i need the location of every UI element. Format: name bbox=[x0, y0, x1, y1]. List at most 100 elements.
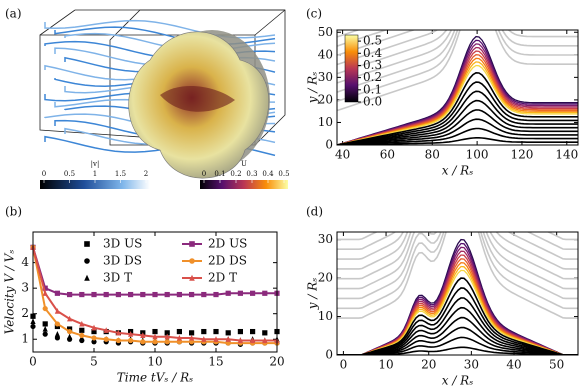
x-axis-label: x / Rₛ bbox=[442, 164, 474, 178]
marker bbox=[115, 329, 121, 336]
legend-label: 3D T bbox=[103, 271, 132, 285]
streamline bbox=[337, 232, 578, 319]
colorbar-tick-label: 0.3 bbox=[246, 170, 257, 178]
marker bbox=[91, 291, 97, 298]
panel-label: (d) bbox=[306, 205, 323, 219]
streamline bbox=[337, 232, 578, 280]
x-tick-label: 20 bbox=[421, 358, 436, 372]
x-tick-label: 10 bbox=[378, 358, 393, 372]
marker bbox=[213, 336, 219, 342]
streamline bbox=[337, 232, 578, 310]
x-tick-label: 30 bbox=[464, 358, 479, 372]
marker bbox=[103, 336, 109, 342]
streamline bbox=[337, 232, 578, 270]
y-tick-label: 4 bbox=[21, 255, 29, 269]
streamline bbox=[332, 0, 581, 28]
marker bbox=[128, 291, 134, 298]
streamline bbox=[337, 30, 578, 112]
x-tick-label: 140 bbox=[555, 148, 578, 162]
streamline bbox=[337, 232, 578, 290]
x-tick-label: 0 bbox=[29, 355, 37, 369]
marker bbox=[176, 291, 182, 298]
streamline bbox=[337, 30, 448, 75]
contour-line bbox=[337, 99, 578, 145]
y-axis-label: y / Rₛ bbox=[306, 72, 320, 105]
legend-marker bbox=[84, 241, 90, 247]
marker bbox=[164, 291, 170, 298]
legend-marker bbox=[84, 258, 90, 264]
marker bbox=[225, 336, 231, 342]
y-tick-label: 10 bbox=[318, 309, 333, 323]
marker bbox=[42, 305, 48, 312]
x-tick-label: 80 bbox=[425, 148, 440, 162]
marker bbox=[115, 291, 121, 298]
x-tick-label: 100 bbox=[466, 148, 489, 162]
marker bbox=[201, 328, 207, 335]
y-axis-label: Velocity V / Vₛ bbox=[3, 250, 17, 335]
axes-frame bbox=[32, 231, 278, 353]
legend-label: 2D DS bbox=[208, 254, 247, 268]
x-tick-label: 60 bbox=[380, 148, 395, 162]
colorbar-tick-label: 2 bbox=[144, 170, 148, 178]
y-tick-label: 20 bbox=[318, 92, 333, 106]
legend-label: 3D DS bbox=[103, 254, 142, 268]
marker bbox=[140, 291, 146, 298]
streamline bbox=[337, 30, 439, 66]
streamline bbox=[337, 30, 389, 47]
x-tick-label: 120 bbox=[511, 148, 534, 162]
x-tick-label: 5 bbox=[90, 355, 98, 369]
x-tick-label: 10 bbox=[147, 355, 162, 369]
marker bbox=[225, 330, 231, 336]
colorbar bbox=[344, 34, 359, 103]
marker bbox=[103, 291, 109, 298]
contour-line bbox=[337, 118, 578, 145]
marker bbox=[79, 327, 85, 333]
y-tick-label: 40 bbox=[318, 47, 333, 61]
panel-label: (a) bbox=[5, 7, 22, 21]
marker bbox=[237, 328, 243, 335]
x-tick-label: 15 bbox=[208, 355, 223, 369]
x-tick-label: 40 bbox=[335, 148, 350, 162]
colorbar bbox=[40, 180, 150, 189]
legend-label: 2D T bbox=[208, 271, 237, 285]
marker bbox=[54, 331, 60, 337]
contours bbox=[332, 0, 581, 145]
colorbar-tick-label: 0.1 bbox=[214, 170, 225, 178]
legend-marker bbox=[189, 274, 195, 281]
marker bbox=[54, 321, 61, 327]
marker bbox=[67, 333, 73, 340]
marker bbox=[91, 328, 97, 335]
legend-marker bbox=[84, 274, 90, 281]
y-tick-label: 1 bbox=[21, 332, 29, 346]
marker bbox=[152, 328, 158, 335]
marker bbox=[237, 337, 243, 344]
legend-label: 3D US bbox=[103, 237, 142, 251]
y-tick-label: 0 bbox=[325, 138, 333, 152]
colorbar-tick-label: 0.4 bbox=[363, 46, 382, 60]
colorbar-tick-label: 1 bbox=[93, 170, 97, 178]
contour-line bbox=[337, 109, 578, 145]
marker bbox=[67, 315, 73, 322]
y-tick-label: 10 bbox=[318, 115, 333, 129]
x-axis-label: Time tVₛ / Rₛ bbox=[117, 371, 193, 385]
axes-frame bbox=[336, 29, 579, 146]
streamline bbox=[337, 30, 578, 84]
streamline bbox=[337, 232, 578, 300]
marker bbox=[164, 330, 170, 336]
colorbar-tick-label: 0.5 bbox=[363, 34, 382, 48]
marker bbox=[250, 328, 256, 335]
marker bbox=[140, 332, 146, 339]
marker bbox=[128, 331, 134, 337]
streamline bbox=[337, 30, 578, 102]
marker bbox=[201, 291, 207, 298]
streamline bbox=[337, 232, 578, 260]
marker bbox=[176, 334, 182, 341]
marker bbox=[42, 331, 48, 337]
marker bbox=[237, 290, 243, 296]
marker bbox=[262, 337, 268, 344]
render-3d bbox=[39, 9, 286, 179]
x-tick-label: 20 bbox=[269, 355, 284, 369]
marker bbox=[54, 308, 60, 314]
colorbar bbox=[200, 180, 288, 189]
y-tick-label: 20 bbox=[318, 271, 333, 285]
